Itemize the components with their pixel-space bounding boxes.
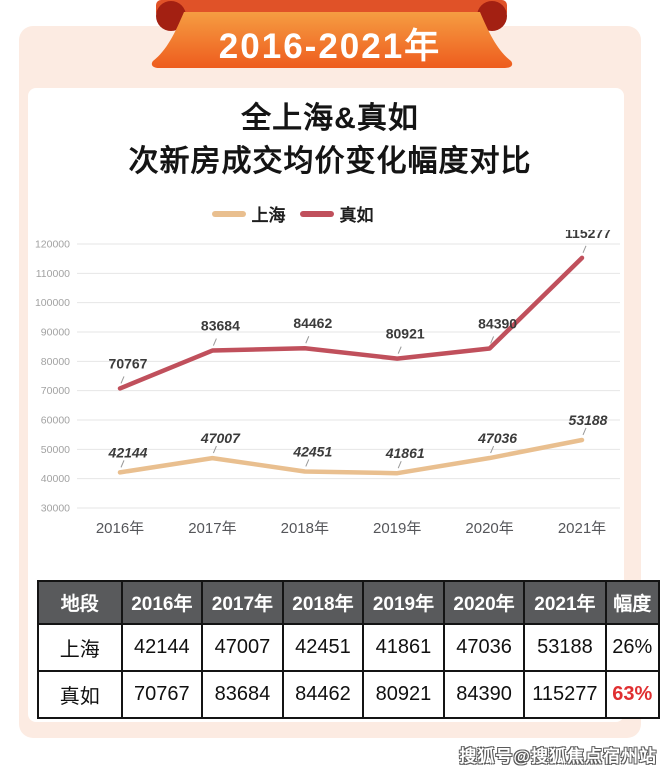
y-tick-label: 30000 [41,503,70,515]
table-cell: 41861 [362,623,445,672]
y-tick-label: 100000 [35,297,70,309]
y-tick-label: 50000 [41,444,70,456]
table-row-label: 上海 [37,623,123,672]
data-label: 84462 [293,315,332,331]
x-tick-label: 2018年 [281,520,329,537]
data-label-leader [120,460,125,468]
data-label: 83684 [201,318,240,334]
y-tick-label: 40000 [41,473,70,485]
data-label-leader [305,336,310,344]
page-title-line2: 次新房成交均价变化幅度对比 [128,145,532,178]
x-tick-label: 2020年 [465,520,513,537]
watermark: 搜狐号@搜狐焦点宿州站 [459,747,657,766]
table-cell: 63% [604,670,660,719]
table-header-row: 地段 2016年 2017年 2018年 2019年 2020年 2021年 幅度 [37,580,660,625]
data-label-leader [490,445,495,454]
table-row: 上海 42144 47007 42451 41861 47036 53188 26% [37,623,660,672]
table-cell: 42144 [120,623,204,672]
page-title: 全上海&真如 次新房成交均价变化幅度对比 [0,97,660,183]
table-header-cell: 幅度 [604,580,660,625]
y-tick-label: 80000 [41,356,70,368]
x-tick-label: 2017年 [188,520,236,537]
y-tick-label: 70000 [41,385,70,397]
table-header-cell: 2016年 [120,580,204,625]
data-label-leader [582,427,587,436]
x-tick-label: 2021年 [558,520,606,537]
table-cell: 47036 [442,623,526,672]
data-label: 115277 [565,230,611,241]
table-row: 真如 70767 83684 84462 80921 84390 115277 63% [37,670,660,719]
table-header-cell: 2017年 [201,580,284,625]
table-cell: 84462 [281,670,365,719]
data-label: 80921 [386,326,425,342]
table-cell: 70767 [120,670,204,719]
table-cell: 115277 [523,670,607,719]
series-line-上海 [117,437,585,476]
data-label: 47036 [477,430,517,446]
table-body: 上海 42144 47007 42451 41861 47036 53188 26% 真如 707… [37,623,660,719]
table-row-label: 真如 [37,670,123,719]
table-head: 地段 2016年 2017年 2018年 2019年 2020年 2021年 幅度 [37,580,660,625]
y-tick-label: 90000 [41,327,70,339]
chart-legend: 上海 真如 [0,201,585,226]
table-header-cell: 2019年 [362,580,445,625]
data-label-leader [490,336,495,344]
y-tick-label: 110000 [36,268,70,280]
data-label-leader [212,338,217,346]
data-label-leader [120,376,125,384]
legend-item-zhenru: 真如 [299,201,374,226]
table-cell: 47007 [201,623,284,672]
ribbon-fold-left-icon [156,1,186,31]
table-cell: 83684 [201,670,284,719]
data-label: 41861 [385,445,425,461]
table-cell: 42451 [281,623,365,672]
data-label: 70767 [109,355,148,371]
banner-label: 2016-2021年 [218,27,442,66]
price-comparison-table: 地段 2016年 2017年 2018年 2019年 2020年 2021年 幅度 上海 421… [37,580,660,719]
table-cell: 80921 [362,670,445,719]
table-cell: 84390 [442,670,526,719]
table-header-cell: 2021年 [523,580,607,625]
y-tick-label: 60000 [41,415,70,427]
table-header-cell: 地段 [37,580,123,625]
legend-label-shanghai: 上海 [251,206,286,225]
data-label-leader [212,445,217,454]
banner-ribbon [151,0,513,68]
legend-label-zhenru: 真如 [339,206,374,225]
data-label-leader [397,346,402,354]
shanghai-line-swatch-icon [211,210,246,217]
series-line-真如 [117,255,585,391]
y-tick-label: 120000 [35,239,70,251]
zhenru-line-swatch-icon [299,210,334,217]
table-cell: 53188 [523,623,607,672]
x-tick-label: 2019年 [373,520,421,537]
data-label-leader [397,461,402,469]
table-cell: 26% [604,623,660,672]
data-label-leader [582,245,587,254]
page-title-line1: 全上海&真如 [241,102,419,135]
data-label: 84390 [478,315,517,331]
data-label: 47007 [200,430,241,446]
price-trend-line-chart: 30000 40000 50000 60000 70000 80000 90000 10000… [35,230,620,537]
data-label: 42144 [108,444,148,460]
table-header-cell: 2018年 [281,580,365,625]
data-label-leader [305,459,310,467]
x-tick-label: 2016年 [96,520,144,537]
table-header-cell: 2020年 [442,580,526,625]
data-label: 42451 [292,443,332,459]
ribbon-front [151,12,513,68]
data-label: 53188 [569,412,608,428]
legend-item-shanghai: 上海 [211,201,286,226]
